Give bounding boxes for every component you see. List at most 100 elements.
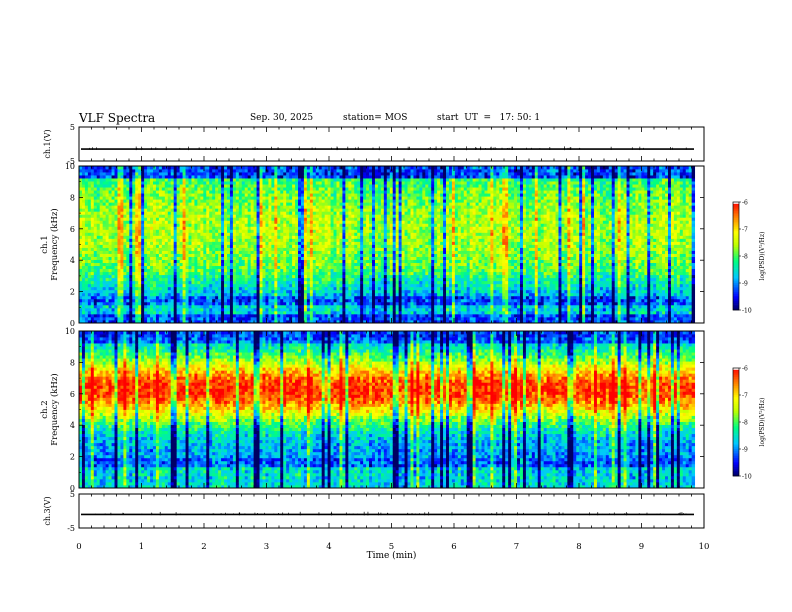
spectrogram-cell	[232, 304, 237, 309]
spectrogram-cell	[300, 253, 305, 257]
spectrogram-cell	[170, 202, 175, 206]
spectrogram-cell	[289, 202, 293, 206]
spectrogram-cell	[206, 280, 210, 285]
spectrogram-cell	[203, 214, 207, 218]
spectrogram-cell	[345, 256, 349, 260]
spectrogram-cell	[96, 304, 101, 309]
spectrogram-cell	[303, 268, 308, 273]
spectrogram-cell	[99, 181, 104, 185]
spectrogram-cell	[123, 286, 127, 291]
spectrogram-cell	[289, 268, 293, 273]
spectrogram-cell	[224, 205, 228, 209]
spectrogram-cell	[79, 229, 83, 233]
spectrogram-cell	[348, 175, 352, 179]
spectrogram-cell	[274, 295, 278, 300]
spectrogram-cell	[253, 247, 257, 251]
spectrogram-cell	[150, 319, 154, 324]
spectrogram-cell	[176, 241, 181, 245]
spectrogram-cell	[212, 172, 216, 176]
spectrogram-cell	[79, 217, 83, 221]
spectrogram-cell	[155, 310, 160, 315]
spectrogram-cell	[147, 172, 151, 176]
spectrogram-cell	[226, 202, 231, 206]
spectrogram-cell	[197, 220, 201, 224]
spectrogram-cell	[185, 187, 189, 191]
spectrogram-cell	[274, 271, 278, 276]
spectrogram-cell	[84, 232, 89, 236]
spectrogram-cell	[132, 295, 136, 300]
spectrogram-cell	[265, 199, 269, 203]
spectrogram-cell	[224, 298, 228, 303]
spectrogram-cell	[120, 235, 124, 239]
spectrogram-cell	[274, 232, 278, 236]
spectrogram-cell	[194, 271, 198, 276]
spectrogram-cell	[336, 208, 340, 212]
spectrogram-cell	[176, 178, 181, 182]
spectrogram-cell	[117, 229, 121, 233]
spectrogram-cell	[123, 310, 127, 315]
spectrogram-cell	[262, 259, 266, 264]
spectrogram-cell	[170, 223, 175, 227]
spectrogram-cell	[138, 295, 142, 300]
spectrogram-cell	[188, 274, 192, 279]
spectrogram-cell	[200, 286, 204, 291]
spectrogram-cell	[238, 205, 243, 209]
spectrogram-cell	[79, 214, 83, 218]
spectrogram-cell	[283, 181, 287, 185]
spectrogram-cell	[345, 232, 349, 236]
spectrogram-cell	[265, 172, 269, 176]
spectrogram-cell	[244, 244, 249, 248]
spectrogram-cell	[161, 313, 166, 318]
spectrogram-cell	[215, 247, 219, 251]
spectrogram-cell	[126, 202, 130, 206]
spectrogram-cell	[212, 301, 216, 306]
spectrogram-cell	[318, 256, 323, 260]
spectrogram-cell	[197, 190, 201, 194]
spectrogram-cell	[185, 304, 189, 309]
spectrogram-cell	[182, 244, 186, 248]
spectrogram-cell	[327, 193, 331, 197]
spectrogram-cell	[203, 205, 207, 209]
spectrogram-cell	[235, 256, 240, 260]
spectrogram-cell	[185, 172, 189, 176]
spectrogram-cell	[179, 277, 183, 282]
spectrogram-cell	[132, 289, 136, 294]
spectrogram-cell	[197, 319, 201, 324]
spectrogram-cell	[81, 202, 86, 206]
spectrogram-cell	[129, 301, 133, 306]
spectrogram-cell	[114, 274, 118, 279]
spectrogram-cell	[158, 169, 163, 173]
spectrogram-cell	[144, 247, 148, 251]
spectrogram-cell	[247, 169, 252, 173]
spectrogram-cell	[324, 304, 329, 309]
spectrogram-cell	[117, 202, 121, 206]
spectrogram-cell	[161, 199, 166, 203]
spectrogram-cell	[215, 313, 219, 318]
spectrogram-cell	[232, 289, 237, 294]
spectrogram-cell	[212, 268, 216, 273]
spectrogram-cell	[256, 238, 260, 242]
spectrogram-cell	[324, 172, 329, 176]
spectrogram-cell	[132, 250, 136, 254]
spectrogram-cell	[182, 178, 186, 182]
spectrogram-cell	[87, 274, 92, 279]
spectrogram-cell	[315, 241, 320, 245]
spectrogram-cell	[173, 190, 178, 194]
spectrogram-cell	[280, 265, 284, 270]
spectrogram-cell	[336, 256, 340, 260]
spectrogram-cell	[209, 298, 213, 303]
spectrogram-cell	[111, 187, 115, 191]
spectrogram-cell	[167, 247, 172, 251]
spectrogram-cell	[129, 319, 133, 324]
spectrogram-cell	[265, 301, 269, 306]
spectrogram-cell	[321, 211, 326, 215]
spectrogram-cell	[147, 175, 151, 179]
spectrogram-cell	[155, 301, 160, 306]
spectrogram-cell	[188, 292, 192, 297]
spectrogram-cell	[191, 289, 195, 294]
spectrogram-cell	[135, 175, 139, 179]
spectrogram-cell	[238, 316, 243, 321]
spectrogram-cell	[209, 214, 213, 218]
spectrogram-cell	[132, 268, 136, 273]
spectrogram-cell	[167, 304, 172, 309]
